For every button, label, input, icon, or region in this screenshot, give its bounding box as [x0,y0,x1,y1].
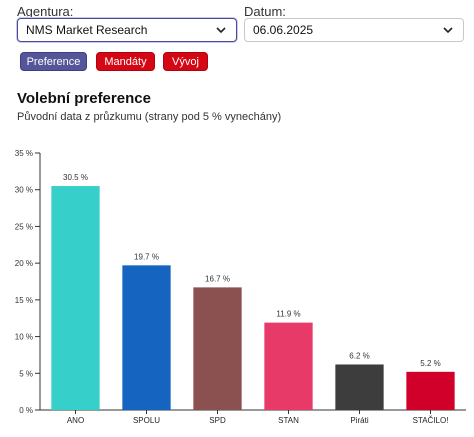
bar-value-label: 11.9 % [276,310,300,319]
y-tick-label: 30 % [15,186,33,195]
x-tick-label: ANO [67,416,84,425]
agency-select-value: NMS Market Research [26,23,148,37]
bar [51,186,100,410]
tab-trend[interactable]: Vývoj [163,52,208,71]
bar-value-label: 19.7 % [134,252,159,261]
y-tick-label: 10 % [15,333,33,342]
bar [264,322,313,410]
x-tick-label: STAN [278,416,299,425]
x-tick-label: STAČILO! [413,416,449,425]
tab-preference[interactable]: Preference [20,52,87,71]
bar-chart: 0 % 5 % 10 % 15 % 20 % 25 % 30 % 35 % 30.5 % ANO 1… [15,149,466,425]
agency-label: Agentura: [17,4,74,19]
y-tick-label: 5 % [19,369,33,378]
agency-select[interactable]: NMS Market Research [17,18,237,42]
y-tick-label: 15 % [15,296,33,305]
chart-subtitle: Původní data z průzkumu (strany pod 5 % … [17,111,282,123]
date-select[interactable]: 06.06.2025 [244,18,464,42]
bar [193,287,242,410]
chevron-down-icon [216,27,226,34]
bar [122,265,171,410]
y-tick-label: 35 % [15,149,33,158]
bar-value-label: 16.7 % [205,274,230,283]
x-tick-label: SPOLU [133,416,160,425]
tab-mandates[interactable]: Mandáty [96,52,155,71]
x-tick-label: Piráti [350,416,368,425]
x-tick-label: SPD [209,416,226,425]
date-label: Datum: [244,4,286,19]
y-tick-label: 25 % [15,222,33,231]
y-tick-label: 0 % [19,406,33,415]
chart-title: Volební preference [17,90,151,107]
bar-value-label: 6.2 % [349,351,369,360]
y-tick-label: 20 % [15,259,33,268]
bar-value-label: 30.5 % [63,173,88,182]
date-select-value: 06.06.2025 [253,23,314,37]
chevron-down-icon [443,27,453,34]
bar-value-label: 5.2 % [420,359,440,368]
bar [406,371,455,410]
bar [335,364,384,410]
